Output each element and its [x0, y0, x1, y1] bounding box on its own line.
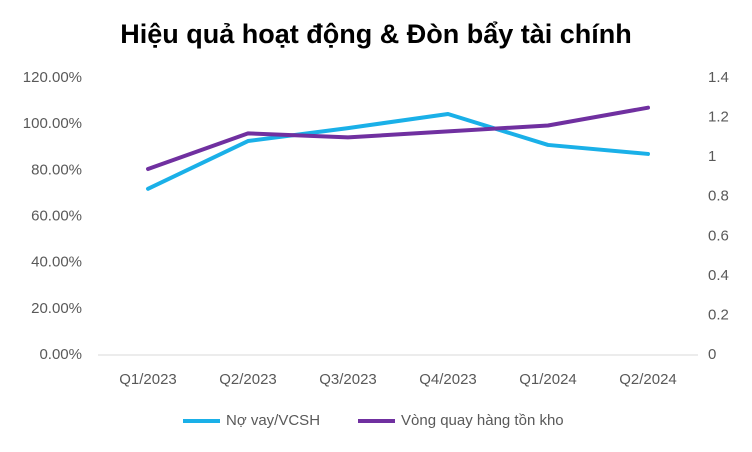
y-tick-label: 40.00% [31, 254, 82, 271]
x-tick-label: Q3/2023 [319, 371, 377, 388]
y-tick-label: 100.00% [23, 115, 82, 132]
y2-tick-label: 0.8 [708, 188, 729, 205]
y-tick-label: 120.00% [23, 69, 82, 86]
series-line [146, 105, 650, 172]
y-tick-label: 0.00% [39, 346, 82, 363]
y-tick-label: 80.00% [31, 161, 82, 178]
x-tick-label: Q1/2024 [519, 371, 577, 388]
y2-tick-label: 0.4 [708, 267, 729, 284]
y2-tick-label: 0.2 [708, 306, 729, 323]
legend-label: Vòng quay hàng tồn kho [401, 412, 564, 429]
chart-title: Hiệu quả hoạt động & Đòn bẩy tài chính [120, 19, 632, 49]
x-tick-label: Q1/2023 [119, 371, 177, 388]
y-tick-label: 60.00% [31, 207, 82, 224]
x-tick-label: Q2/2023 [219, 371, 277, 388]
legend-label: Nợ vay/VCSH [226, 412, 320, 429]
y2-tick-label: 0.6 [708, 227, 729, 244]
series-line [146, 112, 650, 191]
y2-tick-label: 1.2 [708, 109, 729, 126]
y2-tick-label: 0 [708, 346, 716, 363]
x-tick-label: Q2/2024 [619, 371, 677, 388]
x-tick-label: Q4/2023 [419, 371, 477, 388]
y2-tick-label: 1.4 [708, 69, 729, 86]
y2-tick-label: 1 [708, 148, 716, 165]
y-tick-label: 20.00% [31, 300, 82, 317]
